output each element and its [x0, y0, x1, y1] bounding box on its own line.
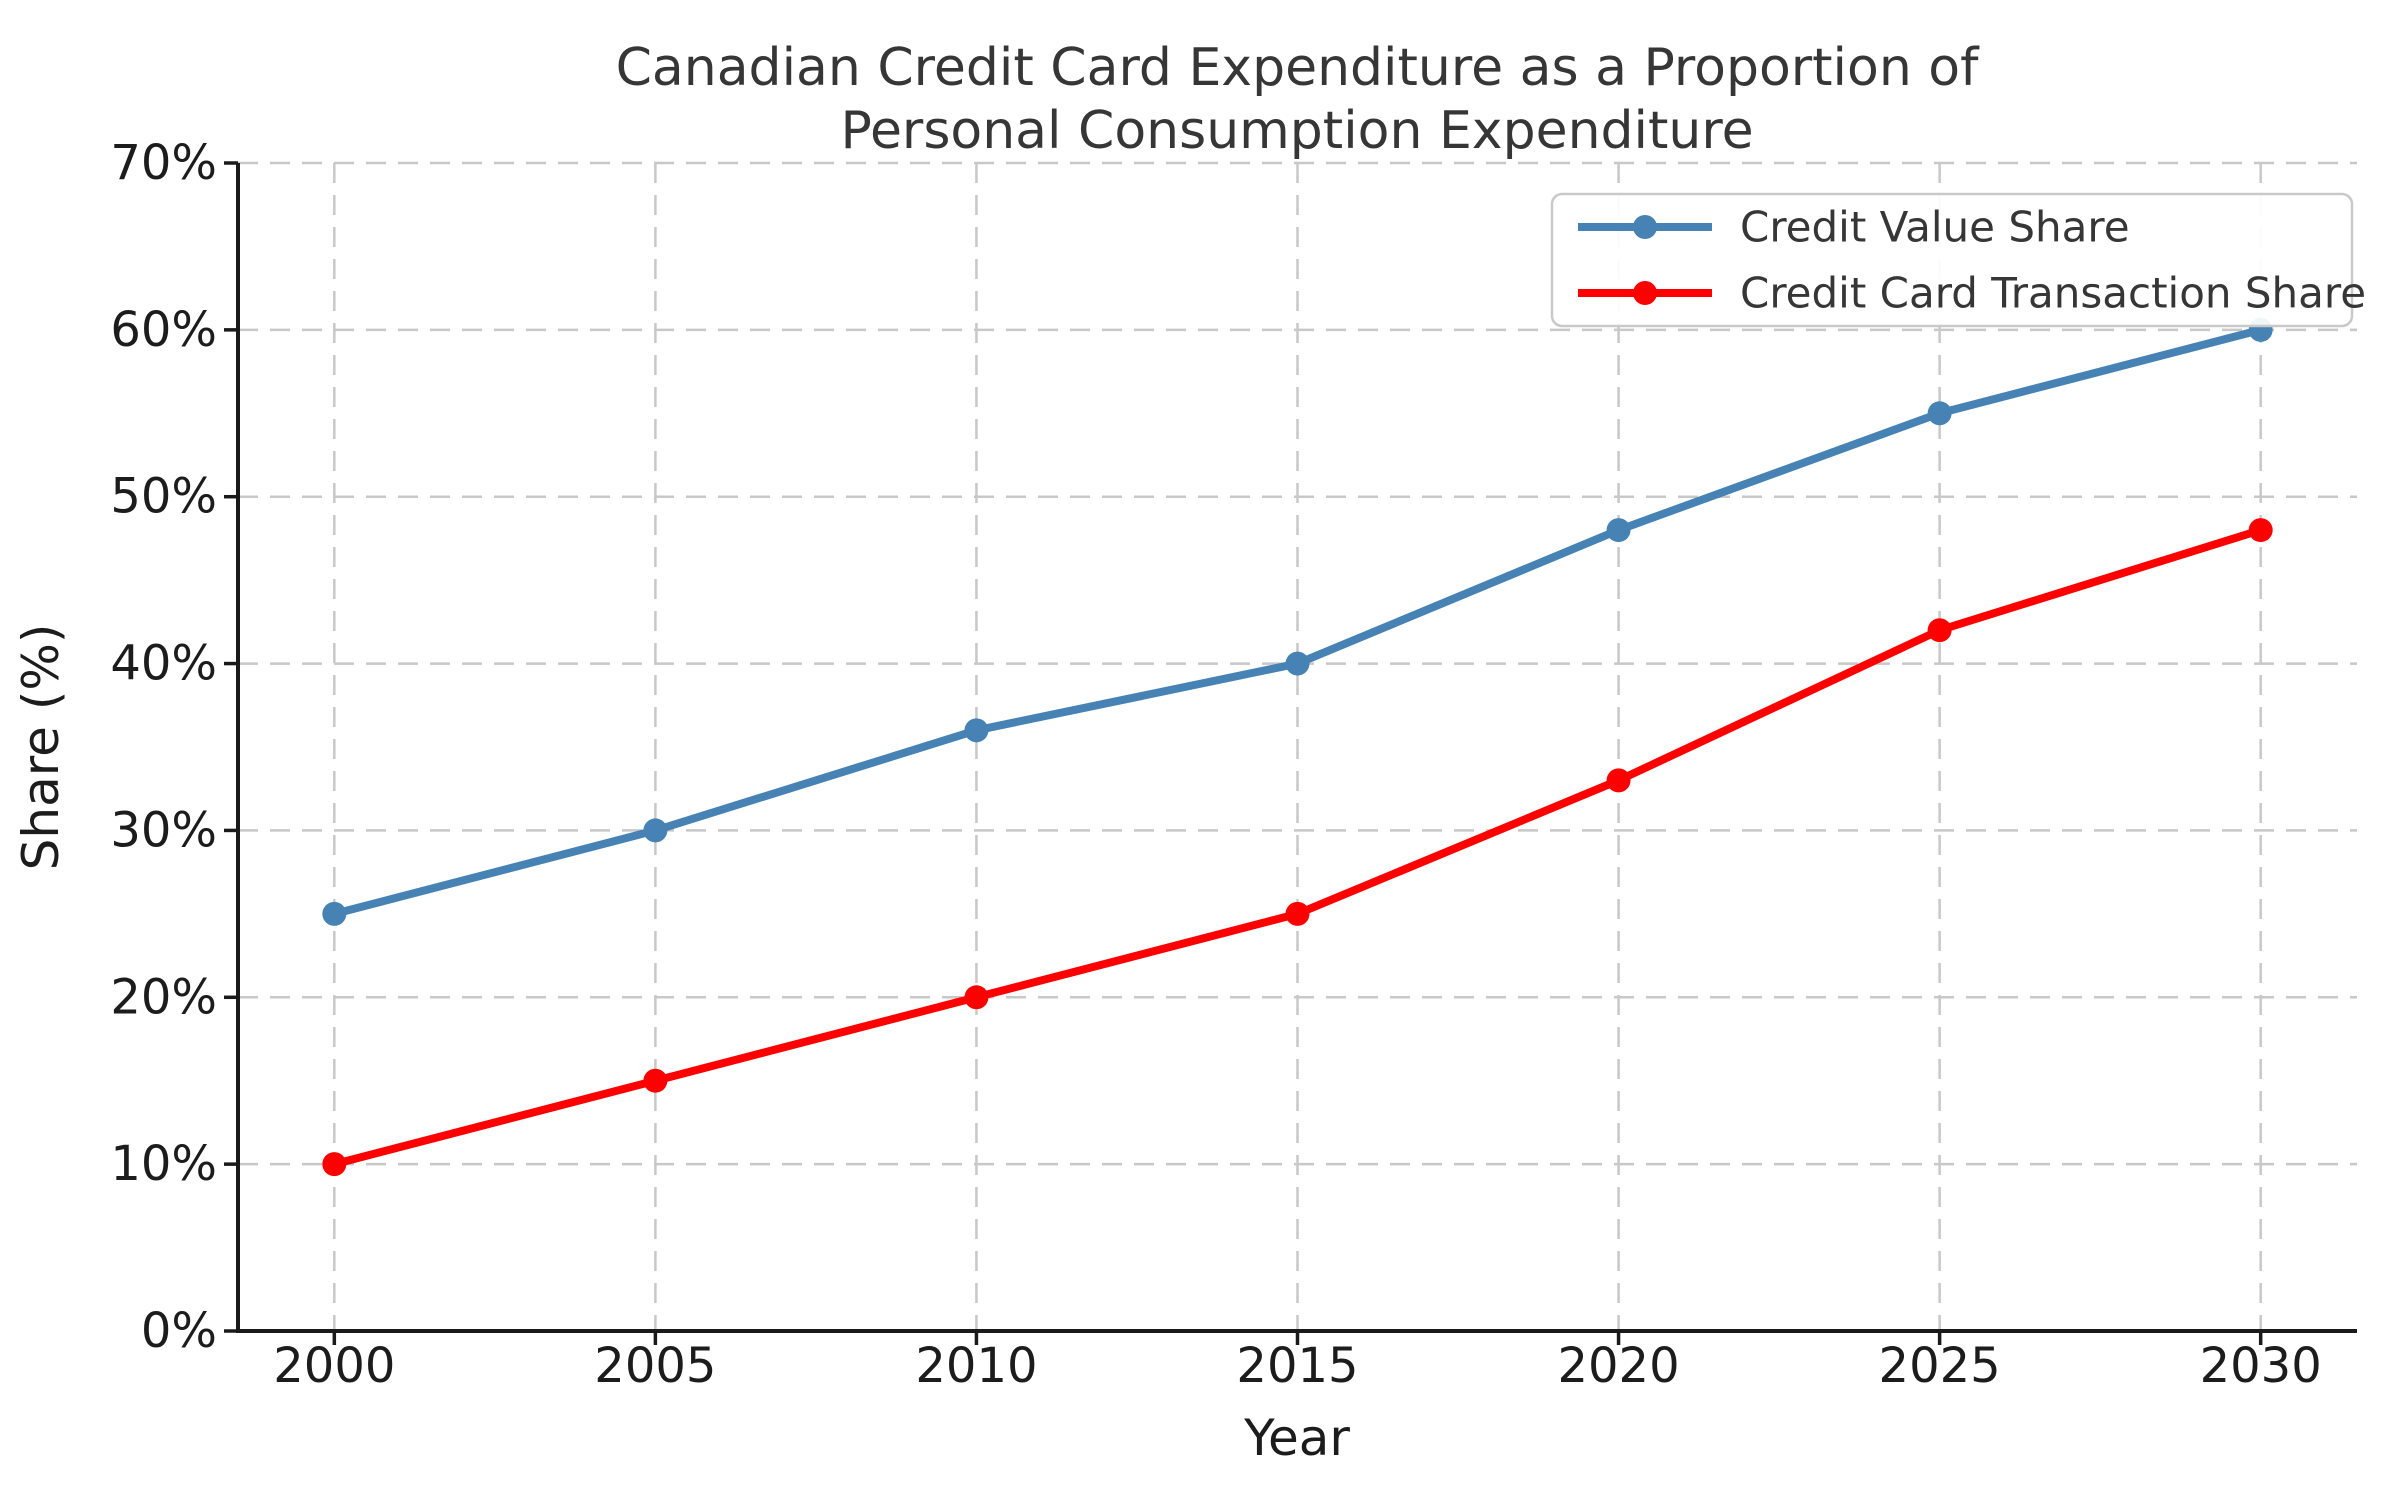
- series-credit-card-transaction-share: [322, 518, 2273, 1177]
- x-tick-label: 2010: [915, 1338, 1037, 1394]
- y-tick-label: 40%: [110, 636, 217, 692]
- x-tick-label: 2005: [594, 1338, 716, 1394]
- y-tick-label: 70%: [110, 135, 217, 191]
- data-point-marker: [643, 818, 668, 843]
- data-point-marker: [1606, 518, 1631, 543]
- series-layer: [322, 317, 2273, 1177]
- data-point-marker: [1927, 618, 1952, 643]
- x-tick-label: 2020: [1557, 1338, 1679, 1394]
- legend-entry-credit-value-share: Credit Value Share: [1578, 203, 2130, 252]
- data-point-marker: [964, 985, 989, 1010]
- legend-box: [1550, 192, 2354, 328]
- y-tick-label: 50%: [110, 469, 217, 525]
- legend: Credit Value Share Credit Card Transactio…: [1550, 192, 2366, 328]
- legend-label: Credit Value Share: [1740, 203, 2130, 252]
- data-point-marker: [2248, 518, 2273, 543]
- legend-entry-credit-card-transaction-share: Credit Card Transaction Share: [1578, 269, 2366, 318]
- y-tick-label: 60%: [110, 302, 217, 358]
- chart-title-line-1: Canadian Credit Card Expenditure as a Pr…: [616, 38, 1981, 98]
- data-point-marker: [322, 901, 347, 926]
- y-tick-label: 20%: [110, 969, 217, 1025]
- data-point-marker: [643, 1068, 668, 1093]
- data-point-marker: [322, 1152, 347, 1177]
- x-tick-label: 2030: [2200, 1338, 2322, 1394]
- legend-marker: [1633, 281, 1657, 305]
- y-tick-label: 0%: [141, 1303, 217, 1359]
- x-axis-label: Year: [1243, 1409, 1350, 1467]
- data-point-marker: [1606, 768, 1631, 793]
- series-credit-value-share: [322, 317, 2273, 926]
- x-tick-label: 2015: [1236, 1338, 1358, 1394]
- y-tick-label: 30%: [110, 802, 217, 858]
- data-point-marker: [1285, 901, 1310, 926]
- chart-title-line-2: Personal Consumption Expenditure: [840, 101, 1753, 161]
- legend-marker: [1633, 215, 1657, 239]
- gridlines: [238, 161, 2357, 1333]
- data-point-marker: [1927, 401, 1952, 426]
- axis-tick-labels: 0% 10% 20% 30% 40% 50% 60% 70% 2000 2005 2010 2015 2…: [110, 135, 2321, 1394]
- data-point-marker: [964, 718, 989, 743]
- data-point-marker: [1285, 651, 1310, 676]
- y-tick-label: 10%: [110, 1136, 217, 1192]
- y-axis-label: Share (%): [12, 624, 70, 871]
- x-tick-label: 2000: [273, 1338, 395, 1394]
- legend-label: Credit Card Transaction Share: [1740, 269, 2366, 318]
- x-tick-label: 2025: [1879, 1338, 2001, 1394]
- axis-ticks: [224, 161, 2263, 1345]
